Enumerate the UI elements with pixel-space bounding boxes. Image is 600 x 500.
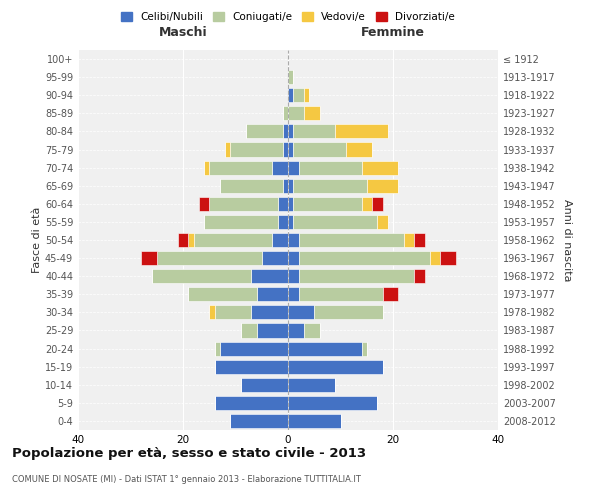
Bar [430, 251, 440, 265]
Bar [346, 142, 372, 156]
Bar [188, 233, 193, 247]
Bar [257, 287, 288, 302]
Bar [288, 70, 293, 84]
Bar [157, 251, 262, 265]
Bar [188, 287, 257, 302]
Bar [288, 396, 377, 410]
Bar [257, 324, 288, 338]
Bar [151, 269, 251, 283]
Bar [215, 360, 288, 374]
Bar [299, 287, 383, 302]
Bar [293, 197, 361, 211]
Bar [304, 324, 320, 338]
Bar [241, 324, 257, 338]
Bar [283, 124, 288, 138]
Bar [230, 142, 283, 156]
Bar [141, 251, 157, 265]
Bar [288, 142, 293, 156]
Bar [215, 306, 251, 320]
Y-axis label: Fasce di età: Fasce di età [32, 207, 42, 273]
Bar [204, 215, 277, 229]
Bar [288, 88, 293, 102]
Bar [204, 160, 209, 174]
Text: Maschi: Maschi [158, 26, 208, 39]
Bar [288, 287, 299, 302]
Bar [293, 124, 335, 138]
Bar [377, 215, 388, 229]
Bar [251, 306, 288, 320]
Bar [361, 342, 367, 355]
Bar [277, 215, 288, 229]
Bar [404, 233, 414, 247]
Bar [277, 197, 288, 211]
Bar [288, 233, 299, 247]
Bar [293, 142, 346, 156]
Bar [225, 142, 230, 156]
Bar [193, 233, 272, 247]
Bar [314, 306, 383, 320]
Bar [288, 197, 293, 211]
Bar [209, 306, 215, 320]
Text: Femmine: Femmine [361, 26, 425, 39]
Bar [383, 287, 398, 302]
Bar [288, 178, 293, 193]
Bar [241, 378, 288, 392]
Bar [288, 269, 299, 283]
Bar [414, 233, 425, 247]
Bar [251, 269, 288, 283]
Bar [367, 178, 398, 193]
Bar [262, 251, 288, 265]
Bar [293, 88, 304, 102]
Bar [283, 106, 288, 120]
Bar [288, 215, 293, 229]
Bar [209, 160, 272, 174]
Y-axis label: Anni di nascita: Anni di nascita [562, 198, 572, 281]
Bar [299, 160, 361, 174]
Text: Popolazione per età, sesso e stato civile - 2013: Popolazione per età, sesso e stato civil… [12, 448, 366, 460]
Bar [178, 233, 188, 247]
Bar [215, 396, 288, 410]
Bar [272, 160, 288, 174]
Bar [246, 124, 283, 138]
Bar [372, 197, 383, 211]
Bar [220, 178, 283, 193]
Bar [299, 251, 430, 265]
Bar [288, 124, 293, 138]
Bar [209, 197, 277, 211]
Bar [304, 88, 309, 102]
Bar [288, 251, 299, 265]
Bar [283, 142, 288, 156]
Bar [215, 342, 220, 355]
Bar [335, 124, 388, 138]
Bar [288, 306, 314, 320]
Bar [293, 215, 377, 229]
Bar [304, 106, 320, 120]
Bar [414, 269, 425, 283]
Bar [288, 160, 299, 174]
Bar [288, 106, 304, 120]
Bar [230, 414, 288, 428]
Bar [283, 178, 288, 193]
Bar [288, 324, 304, 338]
Text: COMUNE DI NOSATE (MI) - Dati ISTAT 1° gennaio 2013 - Elaborazione TUTTITALIA.IT: COMUNE DI NOSATE (MI) - Dati ISTAT 1° ge… [12, 476, 361, 484]
Bar [361, 197, 372, 211]
Bar [288, 378, 335, 392]
Bar [299, 233, 404, 247]
Bar [220, 342, 288, 355]
Bar [288, 360, 383, 374]
Bar [288, 414, 341, 428]
Bar [272, 233, 288, 247]
Bar [361, 160, 398, 174]
Bar [440, 251, 456, 265]
Bar [299, 269, 414, 283]
Bar [293, 178, 367, 193]
Bar [199, 197, 209, 211]
Bar [288, 342, 361, 355]
Legend: Celibi/Nubili, Coniugati/e, Vedovi/e, Divorziati/e: Celibi/Nubili, Coniugati/e, Vedovi/e, Di… [117, 8, 459, 26]
